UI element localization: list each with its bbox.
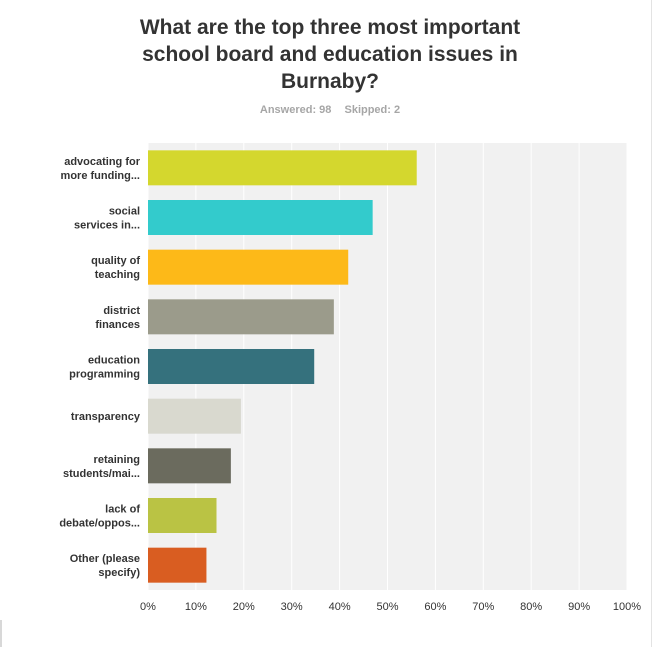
bar [148, 200, 373, 235]
x-tick-label: 80% [520, 601, 542, 613]
x-tick-label: 30% [281, 601, 303, 613]
question-title: What are the top three most important sc… [139, 16, 521, 93]
x-tick-label: 0% [140, 601, 156, 613]
x-tick-label: 60% [424, 601, 446, 613]
bar [148, 349, 315, 384]
bars [148, 150, 417, 583]
category-label: district finances [95, 305, 140, 331]
category-label: retaining students/mai... [63, 454, 140, 480]
bar [148, 150, 417, 186]
category-label: education programming [69, 355, 140, 381]
bar [148, 448, 231, 484]
x-tick-label: 20% [233, 601, 255, 613]
category-label: quality of teaching [91, 255, 140, 281]
x-tick-label: 70% [472, 601, 494, 613]
category-label: lack of debate/oppos... [59, 504, 140, 530]
response-stats: Answered: 98 Skipped: 2 [0, 104, 660, 116]
category-label: Other (please specify) [70, 553, 141, 579]
panel-edge [0, 620, 2, 647]
x-tick-label: 50% [376, 601, 398, 613]
x-tick-label: 10% [185, 601, 207, 613]
x-tick-label: 90% [568, 601, 590, 613]
bar [148, 299, 334, 335]
category-label: social services in... [74, 206, 140, 232]
x-tick-labels: 0% 10% 20% 30% 40% 50% 60% 70% 80% 90% 100% [140, 601, 641, 613]
category-labels: advocating for more funding... social servi… [59, 156, 141, 579]
answered-count: Answered: 98 [259, 104, 332, 116]
x-tick-label: 40% [329, 601, 351, 613]
category-label: advocating for more funding... [61, 156, 141, 182]
bar [148, 498, 217, 533]
bar [148, 547, 207, 583]
category-label: transparency [71, 411, 141, 423]
bar [148, 398, 241, 434]
x-tick-label: 100% [613, 601, 641, 613]
bar [148, 249, 349, 285]
skipped-count: Skipped: 2 [344, 104, 401, 116]
